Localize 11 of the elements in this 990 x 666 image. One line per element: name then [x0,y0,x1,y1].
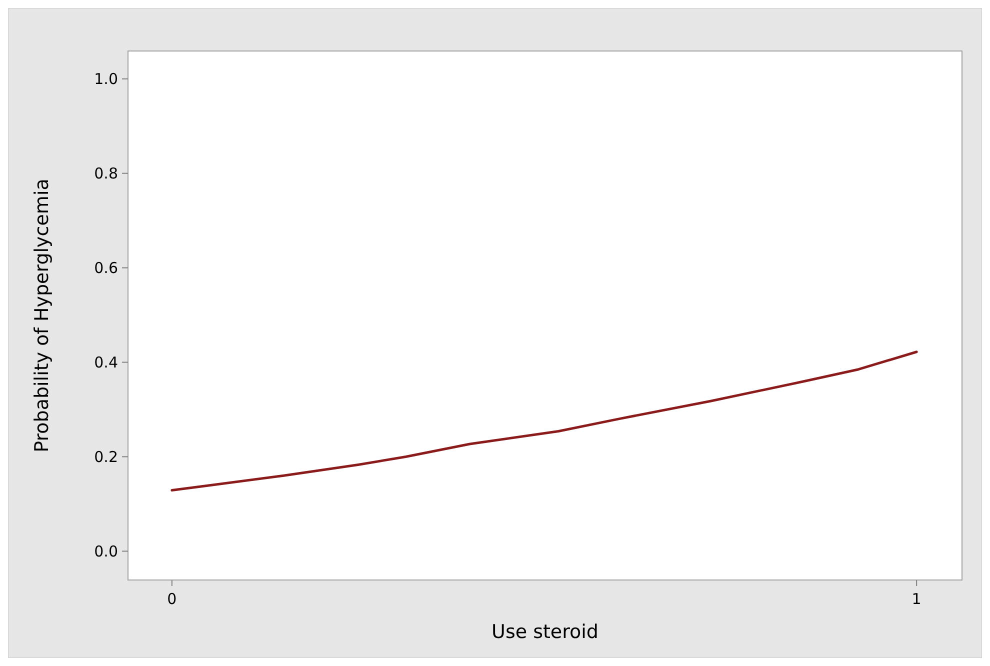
y-tick-label: 0.8 [94,164,118,183]
y-tick-label: 1.0 [94,70,118,88]
line-series [170,350,918,492]
y-tick-label: 0.2 [94,448,118,466]
y-tick-label: 0.0 [94,542,118,560]
y-axis-title: Probability of Hyperglycemia [31,178,53,452]
y-tick-label: 0.6 [94,259,118,278]
x-axis-title: Use steroid [492,621,598,643]
y-tick-label: 0.4 [94,354,118,372]
x-tick-label: 1 [912,590,922,608]
x-tick-label: 0 [167,590,177,608]
